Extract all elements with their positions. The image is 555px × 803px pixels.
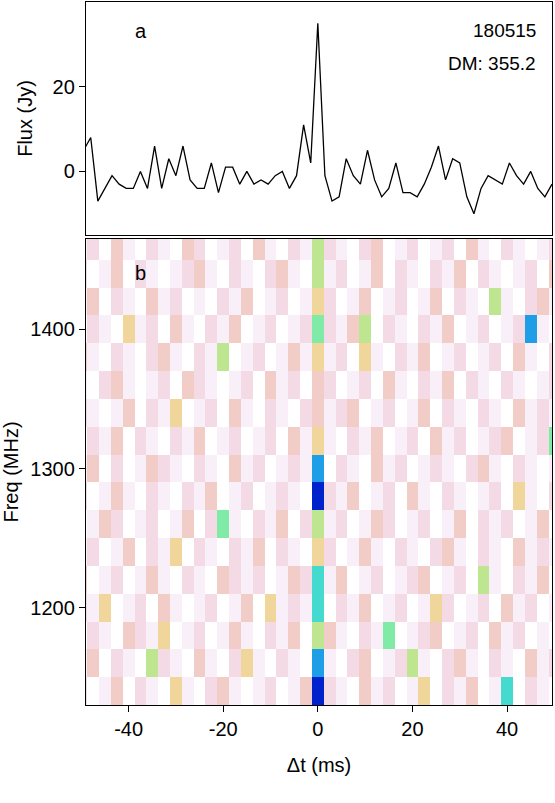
svg-text:0: 0	[64, 160, 75, 182]
svg-text:0: 0	[312, 718, 323, 740]
svg-text:1400: 1400	[30, 318, 75, 340]
svg-text:DM: 355.2: DM: 355.2	[448, 53, 536, 74]
svg-text:40: 40	[496, 718, 518, 740]
svg-text:Flux (Jy): Flux (Jy)	[14, 80, 36, 157]
svg-text:180515: 180515	[473, 20, 536, 41]
svg-text:b: b	[135, 262, 146, 284]
svg-text:20: 20	[401, 718, 423, 740]
svg-text:1300: 1300	[30, 458, 75, 480]
svg-text:1200: 1200	[30, 597, 75, 619]
svg-text:20: 20	[53, 76, 75, 98]
svg-text:a: a	[135, 20, 147, 42]
svg-text:Freq (MHz): Freq (MHz)	[0, 421, 22, 522]
svg-text:-20: -20	[209, 718, 238, 740]
svg-text:-40: -40	[114, 718, 143, 740]
svg-text:Δt (ms): Δt (ms)	[287, 754, 351, 776]
